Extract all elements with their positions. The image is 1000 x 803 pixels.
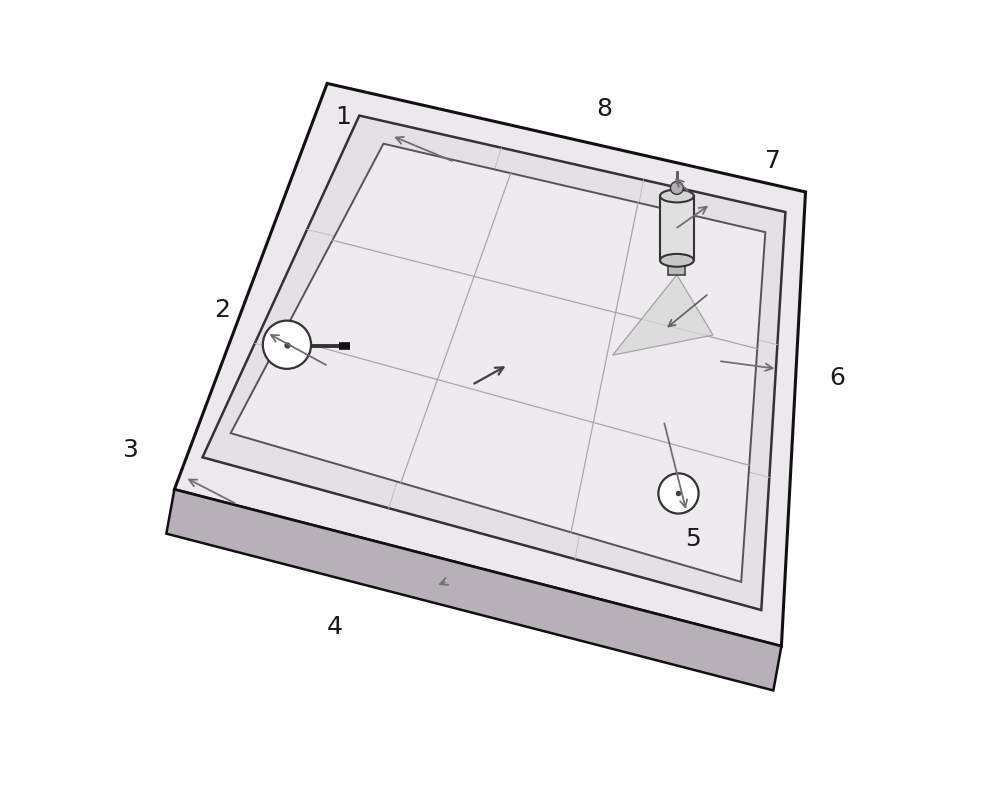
Circle shape (658, 474, 699, 514)
Text: 5: 5 (685, 526, 701, 550)
Text: 7: 7 (765, 149, 781, 173)
Polygon shape (166, 490, 781, 691)
Polygon shape (231, 145, 765, 582)
Text: 3: 3 (122, 438, 138, 462)
Text: 8: 8 (597, 96, 613, 120)
Text: 4: 4 (327, 614, 343, 638)
Ellipse shape (660, 255, 694, 267)
Polygon shape (613, 275, 713, 356)
Text: 6: 6 (830, 365, 846, 389)
Text: 1: 1 (335, 104, 351, 128)
Polygon shape (174, 84, 806, 646)
Text: 2: 2 (215, 297, 231, 321)
FancyBboxPatch shape (660, 197, 694, 261)
Circle shape (670, 182, 683, 195)
Ellipse shape (660, 190, 694, 203)
Polygon shape (203, 116, 785, 610)
FancyBboxPatch shape (668, 261, 685, 275)
Circle shape (263, 321, 311, 369)
